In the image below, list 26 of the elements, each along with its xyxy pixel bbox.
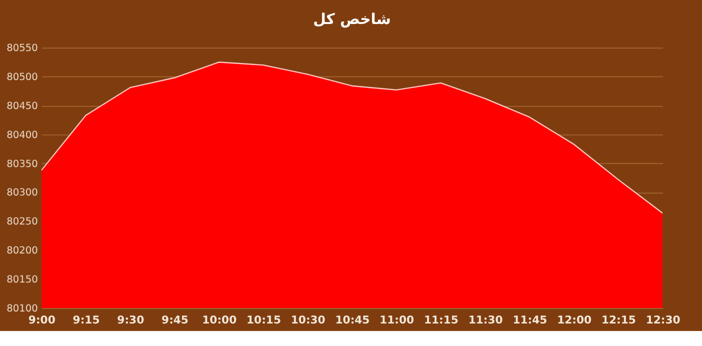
x-tick-label: 11:30	[468, 313, 504, 326]
y-tick-label: 80350	[6, 158, 38, 170]
chart-title: شاخص کل	[313, 11, 391, 28]
x-tick-label: 9:45	[162, 313, 188, 326]
y-tick-label: 80250	[6, 216, 38, 228]
y-tick-label: 80150	[6, 274, 38, 286]
x-tick-label: 9:00	[28, 313, 56, 326]
y-tick-label: 80500	[6, 72, 38, 84]
x-tick-label: 12:15	[601, 313, 636, 326]
y-tick-label: 80550	[6, 43, 38, 54]
y-tick-label: 80400	[6, 130, 38, 141]
x-tick-label: 10:15	[246, 313, 281, 326]
x-tick-label: 11:15	[424, 313, 458, 326]
y-tick-label: 80300	[6, 188, 38, 199]
x-tick-label: 9:15	[72, 313, 100, 326]
x-tick-label: 11:00	[380, 313, 415, 326]
y-tick-label: 80450	[6, 100, 38, 112]
y-tick-label: 80200	[6, 246, 38, 257]
x-tick-label: 10:00	[202, 313, 238, 326]
x-tick-label: 10:45	[335, 313, 370, 326]
y-tick-label: 80100	[6, 303, 38, 314]
x-tick-label: 10:30	[290, 313, 326, 326]
x-tick-label: 11:45	[512, 313, 548, 326]
x-tick-label: 12:30	[646, 313, 681, 326]
x-tick-label: 9:30	[117, 313, 145, 326]
x-tick-label: 12:00	[557, 313, 592, 326]
